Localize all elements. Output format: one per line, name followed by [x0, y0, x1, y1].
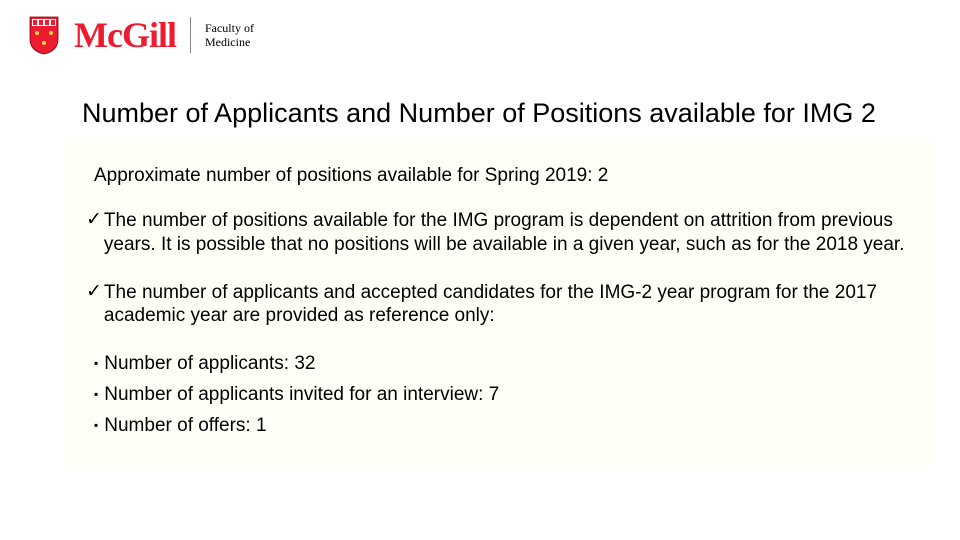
faculty-label: Faculty of Medicine — [205, 21, 254, 50]
bullet-text: The number of applicants and accepted ca… — [104, 281, 916, 329]
square-bullet-icon: ▪ — [94, 352, 98, 375]
checkmark-icon: ✓ — [86, 281, 102, 304]
stat-row: ▪ Number of offers: 1 — [94, 414, 916, 438]
faculty-line-1: Faculty of — [205, 21, 254, 35]
stat-text: Number of offers: 1 — [104, 414, 266, 438]
bullet-check-2: ✓ The number of applicants and accepted … — [86, 281, 916, 329]
slide-title: Number of Applicants and Number of Posit… — [0, 98, 960, 129]
stat-row: ▪ Number of applicants invited for an in… — [94, 383, 916, 407]
stats-list: ▪ Number of applicants: 32 ▪ Number of a… — [86, 352, 916, 437]
stat-row: ▪ Number of applicants: 32 — [94, 352, 916, 376]
mcgill-shield-icon — [28, 15, 60, 55]
intro-text: Approximate number of positions availabl… — [86, 165, 916, 187]
brand-wordmark: McGill — [74, 14, 176, 56]
bullet-check-1: ✓ The number of positions available for … — [86, 209, 916, 257]
stat-text: Number of applicants invited for an inte… — [104, 383, 499, 407]
logo-text-group: McGill Faculty of Medicine — [74, 14, 254, 56]
bullet-text: The number of positions available for th… — [104, 209, 916, 257]
stat-text: Number of applicants: 32 — [104, 352, 315, 376]
content-panel: Approximate number of positions availabl… — [64, 141, 934, 466]
square-bullet-icon: ▪ — [94, 414, 98, 437]
faculty-line-2: Medicine — [205, 35, 254, 49]
vertical-divider — [190, 17, 191, 53]
checkmark-icon: ✓ — [86, 209, 102, 232]
slide-header: McGill Faculty of Medicine — [0, 0, 960, 66]
square-bullet-icon: ▪ — [94, 383, 98, 406]
